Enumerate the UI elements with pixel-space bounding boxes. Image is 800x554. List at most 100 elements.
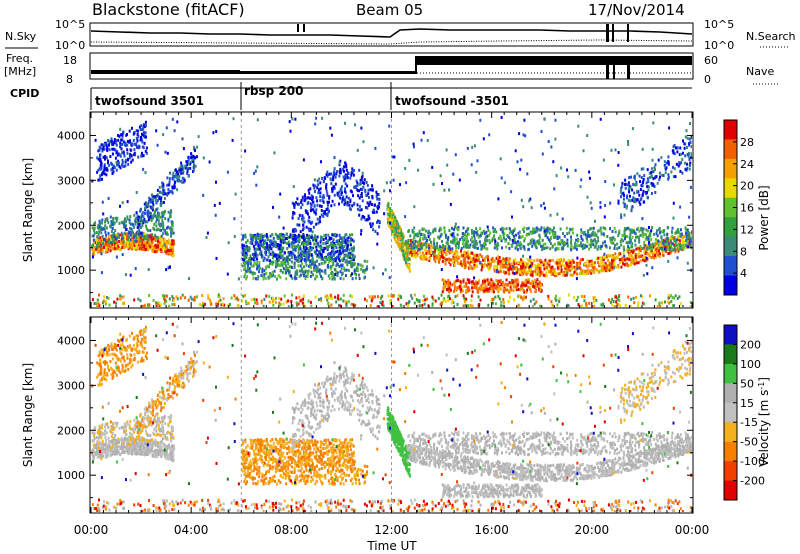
data-cell: [167, 183, 170, 187]
data-cell: [539, 267, 542, 271]
data-cell: [344, 260, 347, 264]
data-cell: [310, 248, 313, 252]
data-cell: [367, 188, 370, 192]
data-cell: [134, 222, 137, 226]
data-cell: [497, 270, 500, 274]
data-cell: [504, 265, 507, 269]
data-cell: [109, 245, 112, 249]
data-cell: [338, 264, 341, 268]
data-cell: [189, 162, 192, 166]
data-cell: [527, 270, 529, 274]
data-cell: [131, 240, 134, 244]
data-cell: [346, 200, 349, 204]
data-cell: [560, 247, 563, 250]
data-cell: [553, 242, 556, 246]
data-cell: [155, 250, 158, 254]
data-cell: [254, 277, 257, 281]
data-cell: [536, 272, 539, 276]
data-cell: [122, 150, 125, 154]
data-cell: [610, 268, 613, 272]
data-cell: [537, 262, 540, 266]
data-cell: [142, 219, 145, 223]
data-cell: [476, 246, 479, 250]
data-cell: [266, 245, 269, 249]
data-cell: [561, 262, 564, 266]
data-cell: [559, 258, 562, 262]
data-cell: [142, 154, 145, 158]
data-cell: [155, 194, 158, 198]
data-cell: [267, 244, 270, 248]
data-cell: [463, 262, 466, 266]
data-cell: [681, 245, 684, 249]
data-cell: [558, 272, 561, 276]
data-cell: [304, 277, 307, 280]
data-cell: [344, 274, 347, 277]
data-cell: [149, 198, 152, 202]
data-cell: [364, 190, 367, 194]
data-cell: [255, 255, 258, 259]
data-cell: [428, 259, 431, 262]
data-cell: [497, 261, 500, 265]
data-cell: [268, 250, 271, 254]
data-cell: [113, 221, 116, 225]
data-cell: [520, 265, 523, 269]
data-cell: [278, 235, 281, 239]
data-cell: [474, 280, 477, 284]
data-cell: [678, 247, 681, 251]
data-cell: [519, 270, 522, 274]
data-cell: [330, 182, 333, 186]
data-cell: [512, 241, 515, 245]
data-cell: [344, 238, 347, 242]
data-cell: [641, 254, 644, 258]
data-cell: [659, 246, 661, 250]
data-cell: [422, 236, 425, 240]
data-cell: [131, 233, 134, 237]
data-cell: [162, 237, 165, 241]
data-cell: [388, 213, 391, 217]
data-cell: [316, 203, 319, 207]
data-cell: [121, 243, 124, 247]
data-cell: [270, 239, 273, 243]
data-cell: [309, 242, 312, 246]
data-cell: [560, 269, 563, 273]
data-cell: [567, 267, 570, 271]
data-cell: [311, 259, 314, 263]
data-cell: [471, 267, 474, 271]
data-cell: [476, 256, 479, 260]
data-cell: [503, 270, 506, 274]
data-cell: [312, 238, 314, 242]
data-cell: [316, 235, 319, 239]
data-cell: [339, 270, 342, 274]
data-cell: [581, 244, 584, 248]
data-cell: [648, 254, 651, 258]
data-cell: [344, 162, 347, 166]
data-cell: [513, 262, 516, 266]
data-cell: [634, 232, 637, 236]
data-cell: [286, 256, 289, 260]
data-cell: [143, 202, 146, 206]
data-cell: [189, 166, 192, 170]
data-cell: [160, 228, 163, 232]
freq-left-unit: [MHz]: [4, 65, 36, 78]
data-cell: [595, 241, 598, 245]
data-cell: [496, 241, 499, 245]
data-cell: [308, 229, 311, 233]
data-cell: [263, 269, 266, 273]
data-cell: [97, 250, 100, 254]
data-cell: [605, 267, 608, 271]
data-cell: [468, 281, 471, 285]
data-cell: [396, 240, 399, 244]
data-cell: [535, 229, 538, 233]
data-cell: [487, 258, 489, 262]
data-cell: [392, 213, 395, 217]
data-cell: [545, 266, 548, 269]
data-cell: [148, 196, 151, 200]
data-cell: [139, 243, 142, 247]
data-cell: [157, 239, 159, 243]
data-cell: [293, 266, 296, 270]
data-cell: [651, 226, 654, 230]
data-cell: [437, 250, 440, 254]
data-cell: [107, 139, 110, 142]
data-cell: [647, 229, 649, 233]
data-cell: [471, 282, 474, 286]
